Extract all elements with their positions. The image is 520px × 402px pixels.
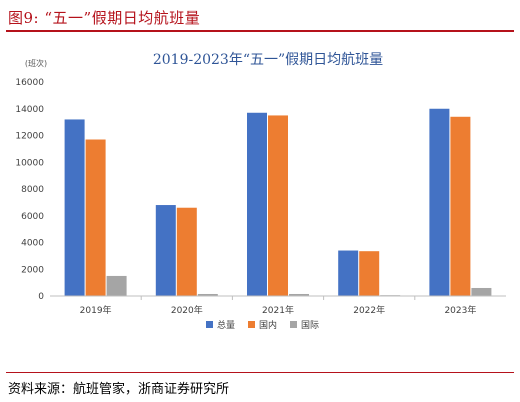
y-tick-label: 0	[38, 292, 44, 302]
bar-international	[197, 293, 218, 296]
bar-total	[155, 205, 176, 296]
x-tick-label: 2023年	[444, 304, 476, 316]
bar-total	[64, 119, 85, 296]
legend-swatch	[290, 321, 297, 328]
figure-label: 图9:	[8, 9, 40, 27]
bar-domestic	[268, 115, 288, 296]
x-tick-label: 2019年	[80, 304, 112, 316]
source-divider	[6, 372, 514, 373]
legend-label: 国内	[259, 319, 277, 331]
legend-swatch	[206, 321, 213, 328]
bar-domestic	[450, 116, 471, 297]
x-tick-label: 2020年	[171, 304, 203, 316]
chart-container: 2019-2023年“五一”假期日均航班量 (班次) 0 2000 4000 6000…	[6, 36, 514, 354]
x-tick-label: 2022年	[353, 304, 385, 316]
y-tick-label: 2000	[21, 265, 44, 275]
bar-chart: 2019-2023年“五一”假期日均航班量 (班次) 0 2000 4000 6000…	[15, 52, 506, 331]
legend-label: 国际	[301, 320, 319, 331]
y-tick-label: 12000	[15, 132, 44, 142]
source-note: 资料来源：航班管家，浙商证券研究所	[8, 382, 230, 397]
bars	[64, 108, 492, 297]
bar-total	[429, 108, 450, 296]
y-tick-label: 8000	[21, 185, 44, 195]
legend: 总量 国内 国际	[206, 319, 319, 331]
bar-domestic	[359, 251, 380, 296]
bar-domestic	[85, 139, 106, 296]
bar-international	[106, 275, 127, 296]
y-axis-ticks: 0 2000 4000 6000 8000 10000 12000 14000 16000	[15, 78, 44, 302]
y-axis-label: (班次)	[25, 58, 47, 68]
y-tick-label: 10000	[15, 158, 44, 168]
bar-international	[471, 287, 492, 296]
bar-total	[338, 250, 359, 296]
figure-title: 图9: “五一”假期日均航班量	[8, 7, 200, 28]
y-tick-label: 4000	[21, 239, 44, 249]
y-tick-label: 14000	[15, 105, 44, 115]
legend-label: 总量	[217, 319, 235, 331]
x-tick-label: 2021年	[262, 304, 294, 316]
y-tick-label: 16000	[15, 78, 44, 88]
chart-title: 2019-2023年“五一”假期日均航班量	[153, 52, 383, 68]
x-axis-ticks: 2019年 2020年 2021年 2022年 2023年	[80, 296, 476, 316]
bar-total	[247, 112, 267, 296]
legend-swatch	[248, 321, 255, 328]
figure-caption: “五一”假期日均航班量	[44, 9, 201, 27]
bar-international	[289, 293, 309, 296]
y-tick-label: 6000	[21, 212, 44, 222]
bar-domestic	[176, 207, 197, 296]
figure-header: 图9: “五一”假期日均航班量	[6, 4, 514, 32]
